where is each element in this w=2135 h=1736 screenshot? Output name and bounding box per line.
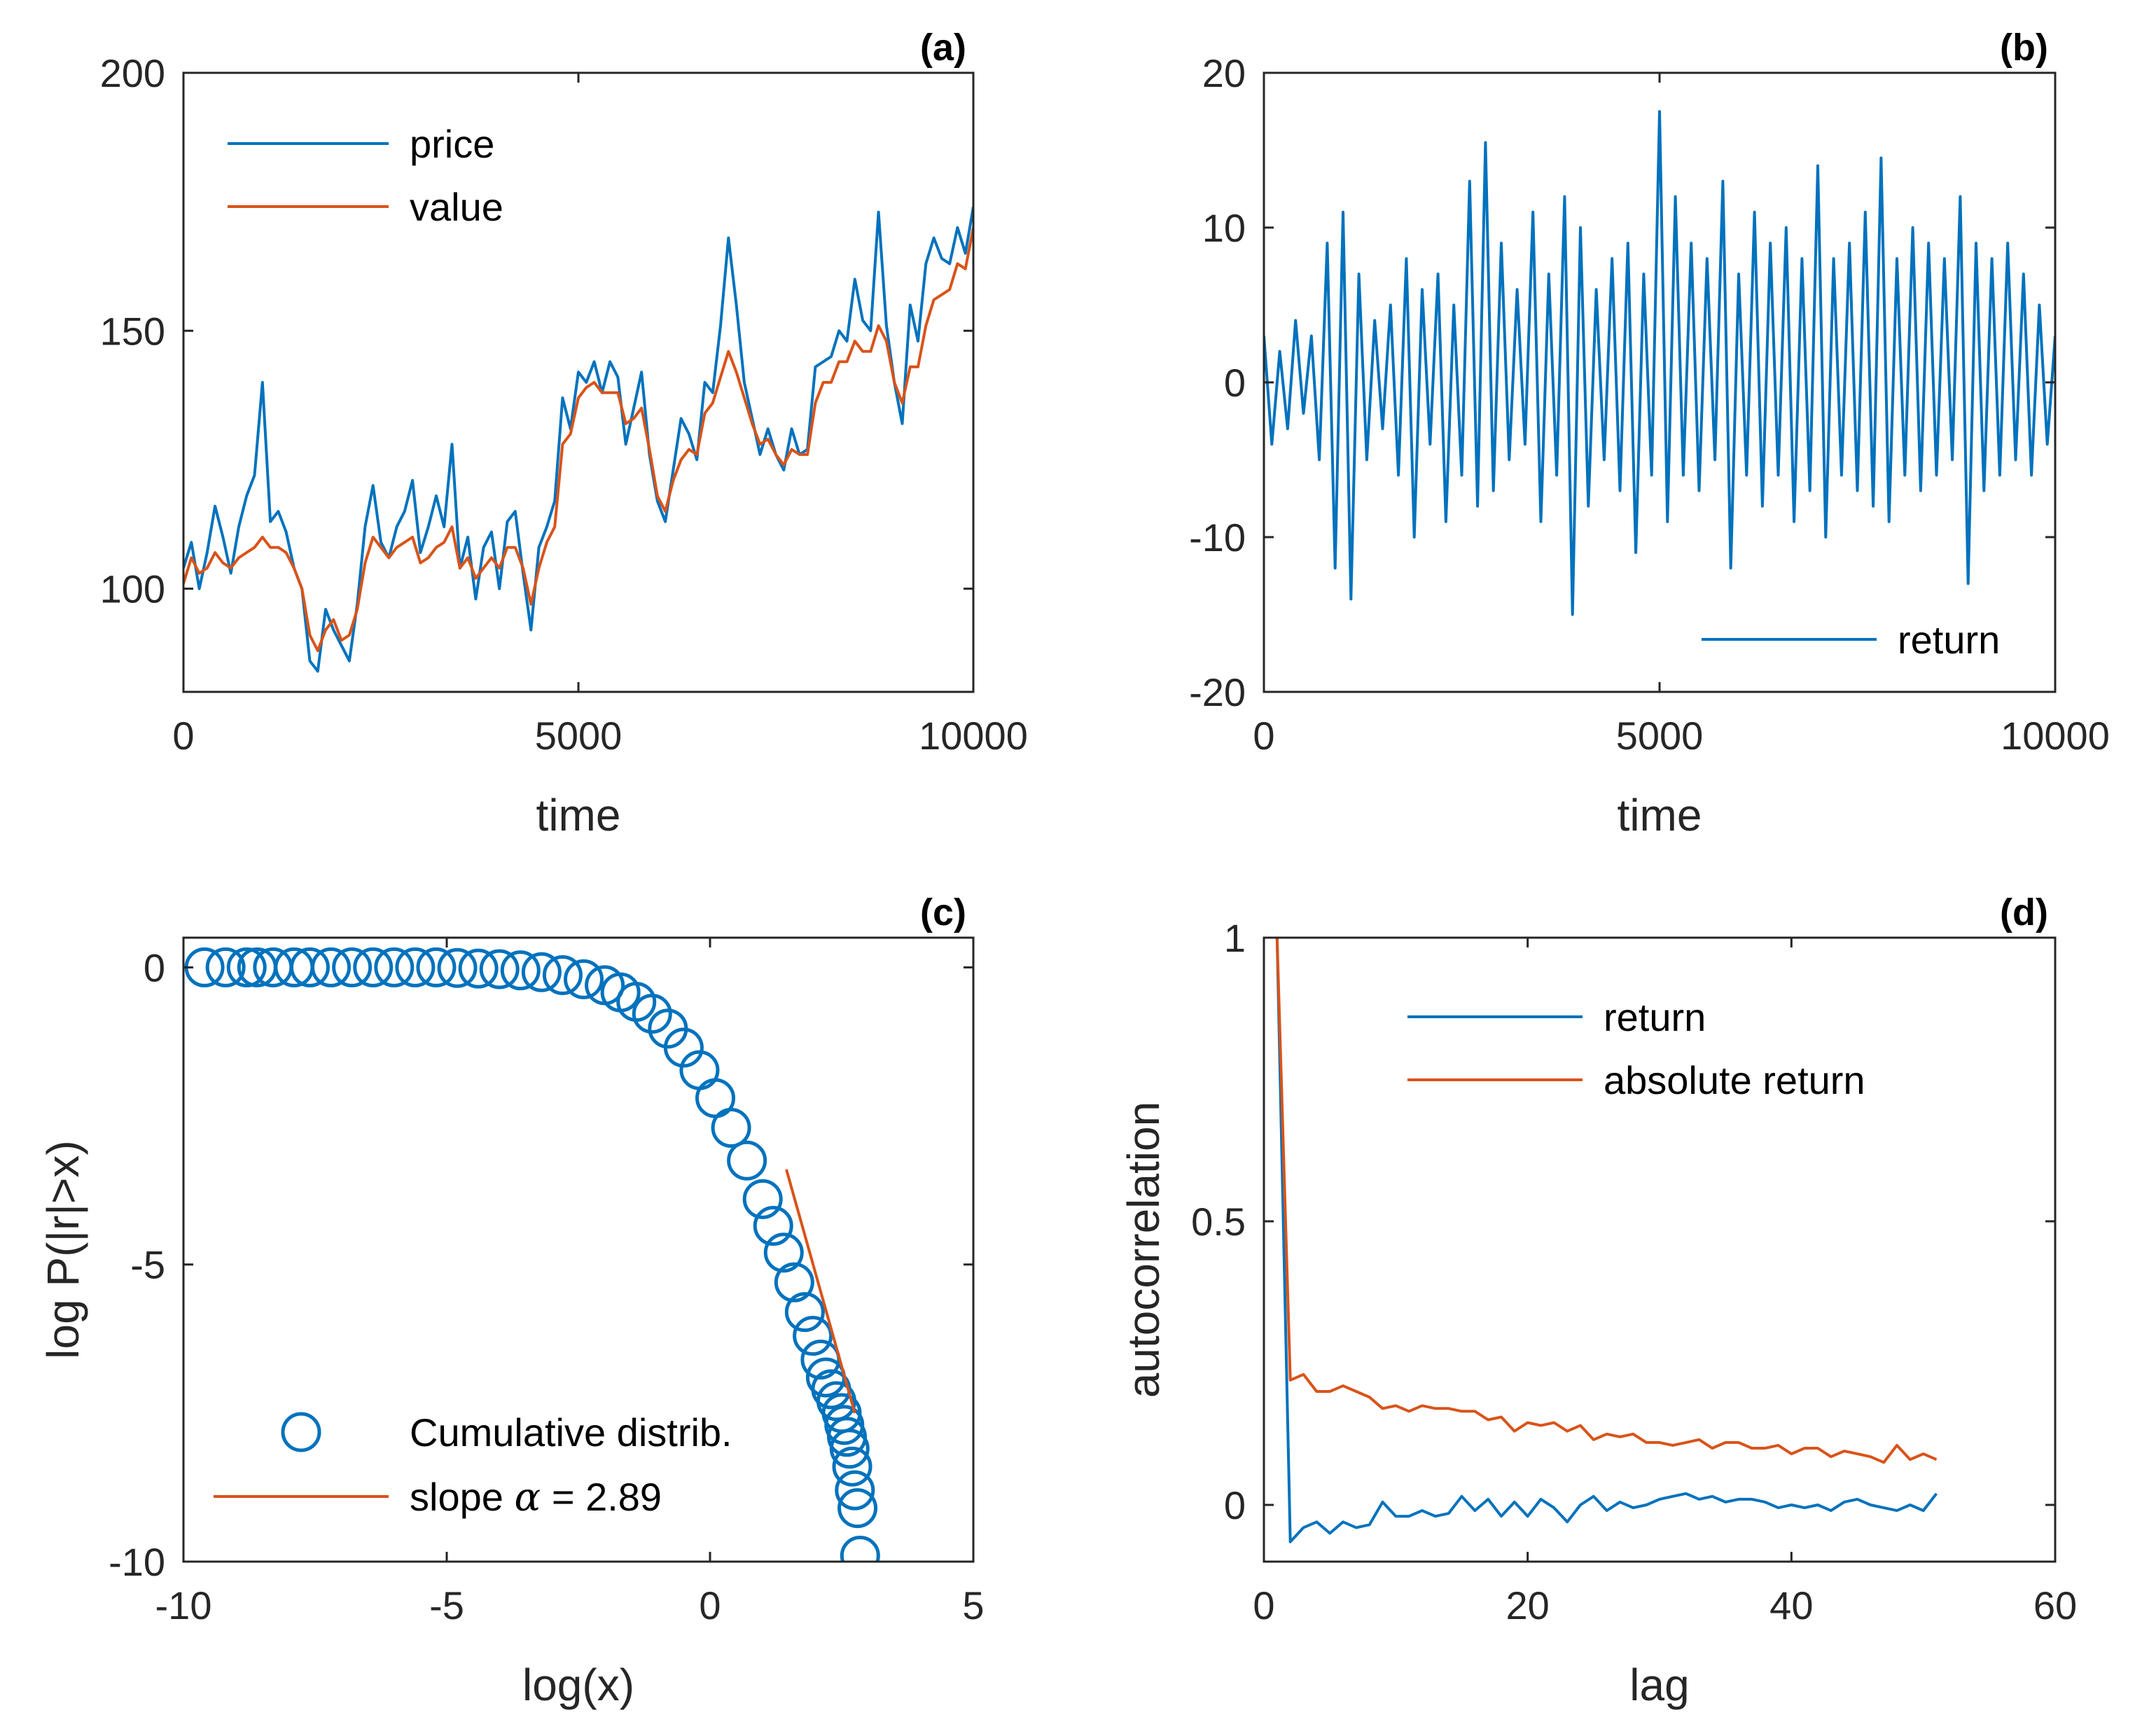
data-point [711, 1108, 751, 1148]
panel-label: (d) [2000, 891, 2048, 933]
x-tick-label: 0 [172, 714, 194, 758]
y-tick-label: 20 [1202, 51, 1246, 95]
series-a-0 [183, 207, 973, 673]
y-tick-label: -10 [109, 1540, 165, 1584]
data-point [458, 948, 499, 989]
data-point [416, 947, 457, 987]
x-tick-label: 5000 [535, 714, 623, 758]
data-point [829, 1429, 870, 1469]
series-line-absolute-return [1275, 938, 1938, 1464]
data-point [727, 1140, 767, 1181]
data-point [837, 1488, 878, 1529]
legend-label: value [410, 185, 503, 229]
data-point [784, 1292, 825, 1333]
data-point [753, 1206, 793, 1247]
legend-marker [281, 1412, 321, 1452]
chart-panel-b: 0 5000 10000 -20 -10 0 10 20 time (b) return [1189, 27, 2110, 840]
series-line-return [1264, 110, 2055, 616]
data-point [632, 994, 672, 1034]
legend-label: price [410, 122, 494, 166]
y-tick-label: 1 [1224, 916, 1246, 960]
chart-panel-a: 0 5000 10000 100 150 200 time (a) price value [100, 27, 1028, 840]
x-axis-label: log(x) [522, 1660, 634, 1710]
y-tick-label: 200 [100, 51, 165, 95]
x-tick-label: 0 [699, 1583, 721, 1627]
x-tick-label: 40 [1769, 1583, 1813, 1627]
y-tick-label: 0 [144, 945, 165, 989]
series-d-1 [1275, 938, 1938, 1464]
data-point [542, 954, 583, 995]
x-axis-label: lag [1629, 1660, 1689, 1710]
y-tick-label: 0.5 [1191, 1200, 1246, 1244]
x-tick-label: -5 [429, 1583, 464, 1627]
y-axis-label: log P(|r|>x) [38, 1140, 88, 1359]
data-point [742, 1179, 783, 1219]
y-tick-label: -5 [130, 1243, 165, 1287]
data-point [840, 1536, 880, 1562]
y-tick-label: 100 [100, 567, 165, 611]
legend-label: return [1898, 618, 2000, 662]
data-point [479, 949, 520, 989]
legend-label: Cumulative distrib. [410, 1410, 732, 1454]
data-point [226, 947, 267, 987]
data-point [437, 947, 478, 988]
series-line-value [183, 227, 973, 653]
chart-panel-d: 0 20 40 60 0 0.5 1 lag autocorrelation (d) return a… [1118, 891, 2077, 1710]
data-point [353, 947, 394, 987]
x-axis-label: time [1618, 790, 1702, 840]
x-tick-label: 60 [2033, 1583, 2077, 1627]
x-tick-label: -10 [155, 1583, 212, 1627]
data-point [832, 1446, 872, 1487]
legend-label: return [1604, 995, 1706, 1039]
data-point [500, 950, 541, 991]
legend-label: absolute return [1604, 1058, 1865, 1102]
y-tick-label: 0 [1224, 1483, 1246, 1527]
data-point [663, 1027, 704, 1068]
data-point [763, 1232, 804, 1273]
series-line-return [1275, 938, 1938, 1543]
x-tick-label: 10000 [2001, 714, 2110, 758]
data-point [374, 947, 415, 987]
x-tick-label: 0 [1253, 714, 1274, 758]
x-tick-label: 5 [962, 1583, 984, 1627]
x-tick-label: 5000 [1616, 714, 1704, 758]
x-tick-label: 20 [1506, 1583, 1550, 1627]
y-axis-label: autocorrelation [1118, 1102, 1169, 1398]
series-a-1 [183, 227, 973, 653]
series-b-0 [1264, 110, 2055, 616]
data-point [205, 947, 246, 987]
axes-frame [1263, 936, 2057, 1563]
axes-frame [182, 936, 975, 1563]
panel-label: (b) [2000, 27, 2048, 69]
x-tick-label: 10000 [919, 714, 1028, 758]
data-point [793, 1316, 833, 1356]
y-tick-label: 10 [1202, 206, 1246, 250]
series-c-0 [184, 947, 880, 1562]
data-point [521, 952, 562, 992]
x-tick-label: 0 [1253, 1583, 1274, 1627]
series-d-0 [1275, 938, 1938, 1543]
series-line-slope- [785, 1169, 856, 1414]
panel-label: (a) [920, 27, 966, 69]
data-point [289, 947, 330, 987]
y-tick-label: -10 [1189, 515, 1246, 560]
y-tick-label: 150 [100, 309, 165, 353]
data-point [564, 959, 604, 999]
data-point [332, 947, 373, 987]
series-c-1 [785, 1169, 856, 1414]
panel-label: (c) [920, 891, 966, 933]
data-point [311, 947, 352, 987]
x-axis-label: time [536, 790, 621, 840]
legend-label: slope α = 2.89 [410, 1475, 662, 1520]
data-point [774, 1262, 814, 1303]
series-line-price [183, 207, 973, 673]
chart-panel-c: -10 -5 0 5 -10 -5 0 log(x) log P(|r|>x) (c) Cumula… [38, 891, 985, 1710]
y-tick-label: -20 [1189, 670, 1246, 714]
y-tick-label: 0 [1224, 361, 1246, 405]
data-point [835, 1470, 875, 1511]
data-point [395, 947, 436, 987]
